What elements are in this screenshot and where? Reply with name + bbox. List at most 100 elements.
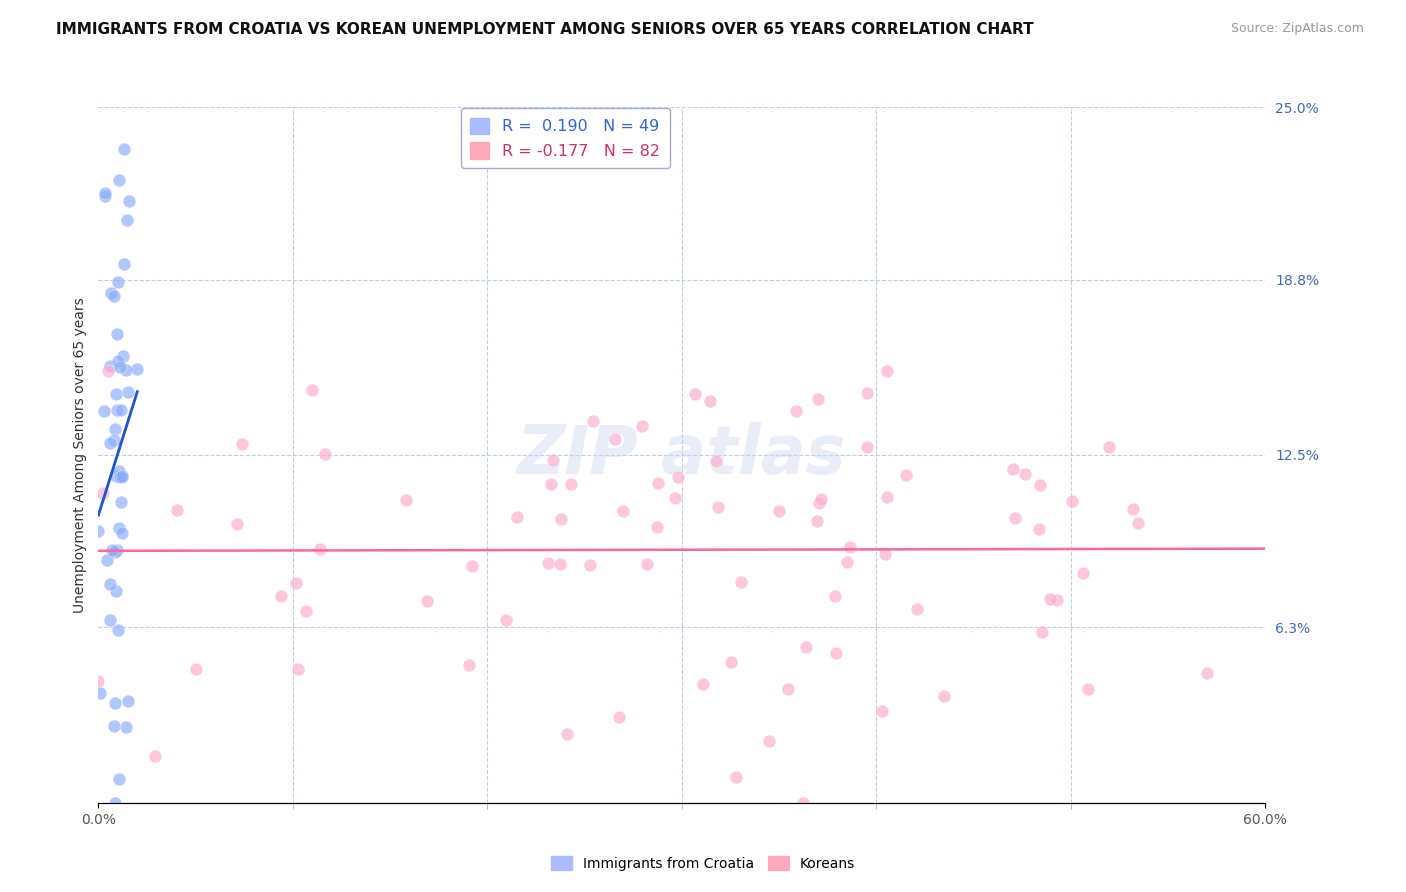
Point — [1004, 511, 1026, 525]
Text: ZIP atlas: ZIP atlas — [517, 422, 846, 488]
Point — [1122, 502, 1144, 516]
Point — [294, 604, 316, 618]
Point — [807, 392, 830, 407]
Point — [704, 454, 727, 468]
Point — [612, 504, 634, 518]
Point — [905, 601, 928, 615]
Point — [103, 719, 125, 733]
Point — [103, 796, 125, 810]
Point — [96, 552, 118, 566]
Point — [103, 422, 125, 436]
Point — [1071, 566, 1094, 581]
Point — [794, 640, 817, 654]
Point — [110, 469, 132, 483]
Point — [645, 520, 668, 534]
Point — [1014, 467, 1036, 481]
Point — [117, 384, 139, 399]
Point — [395, 493, 418, 508]
Point — [560, 476, 582, 491]
Point — [458, 658, 481, 673]
Point — [104, 468, 127, 483]
Point — [578, 558, 600, 572]
Point — [98, 435, 121, 450]
Point — [114, 362, 136, 376]
Point — [541, 453, 564, 467]
Point — [810, 492, 832, 507]
Point — [104, 696, 127, 710]
Legend: Immigrants from Croatia, Koreans: Immigrants from Croatia, Koreans — [546, 850, 860, 876]
Point — [284, 575, 307, 590]
Point — [231, 437, 253, 451]
Point — [1002, 461, 1025, 475]
Point — [112, 257, 135, 271]
Point — [785, 403, 807, 417]
Point — [287, 662, 309, 676]
Point — [934, 689, 956, 703]
Point — [315, 447, 337, 461]
Point — [1031, 625, 1053, 640]
Point — [107, 465, 129, 479]
Point — [110, 495, 132, 509]
Point — [876, 364, 898, 378]
Point — [91, 486, 114, 500]
Point — [835, 555, 858, 569]
Point — [184, 662, 207, 676]
Point — [876, 490, 898, 504]
Point — [870, 704, 893, 718]
Point — [107, 624, 129, 638]
Point — [105, 543, 128, 558]
Point — [117, 694, 139, 708]
Point — [609, 710, 631, 724]
Point — [768, 503, 790, 517]
Point — [1060, 494, 1083, 508]
Point — [105, 326, 128, 341]
Point — [1029, 477, 1052, 491]
Point — [1077, 681, 1099, 696]
Point — [506, 510, 529, 524]
Point — [581, 415, 603, 429]
Point — [127, 362, 149, 376]
Point — [107, 353, 129, 368]
Point — [97, 364, 120, 378]
Point — [758, 734, 780, 748]
Point — [270, 589, 292, 603]
Point — [225, 517, 247, 532]
Point — [664, 491, 686, 506]
Point — [824, 589, 846, 603]
Point — [107, 275, 129, 289]
Point — [1028, 522, 1050, 536]
Point — [112, 349, 135, 363]
Point — [107, 772, 129, 787]
Point — [98, 359, 121, 373]
Point — [93, 404, 115, 418]
Point — [692, 677, 714, 691]
Point — [105, 403, 128, 417]
Point — [87, 673, 110, 688]
Point — [855, 440, 877, 454]
Point — [115, 719, 138, 733]
Point — [94, 189, 117, 203]
Point — [103, 289, 125, 303]
Point — [1195, 666, 1218, 681]
Point — [603, 433, 626, 447]
Point — [415, 593, 437, 607]
Point — [495, 613, 517, 627]
Point — [537, 557, 560, 571]
Point — [776, 682, 799, 697]
Point — [100, 285, 122, 300]
Point — [101, 542, 124, 557]
Point — [548, 558, 571, 572]
Point — [118, 194, 141, 208]
Point — [110, 470, 132, 484]
Point — [1098, 440, 1121, 454]
Point — [115, 213, 138, 227]
Point — [111, 470, 134, 484]
Point — [683, 387, 706, 401]
Point — [104, 583, 127, 598]
Point — [105, 387, 128, 401]
Point — [112, 142, 135, 156]
Point — [706, 500, 728, 514]
Text: IMMIGRANTS FROM CROATIA VS KOREAN UNEMPLOYMENT AMONG SENIORS OVER 65 YEARS CORRE: IMMIGRANTS FROM CROATIA VS KOREAN UNEMPL… — [56, 22, 1033, 37]
Point — [808, 496, 831, 510]
Y-axis label: Unemployment Among Seniors over 65 years: Unemployment Among Seniors over 65 years — [73, 297, 87, 613]
